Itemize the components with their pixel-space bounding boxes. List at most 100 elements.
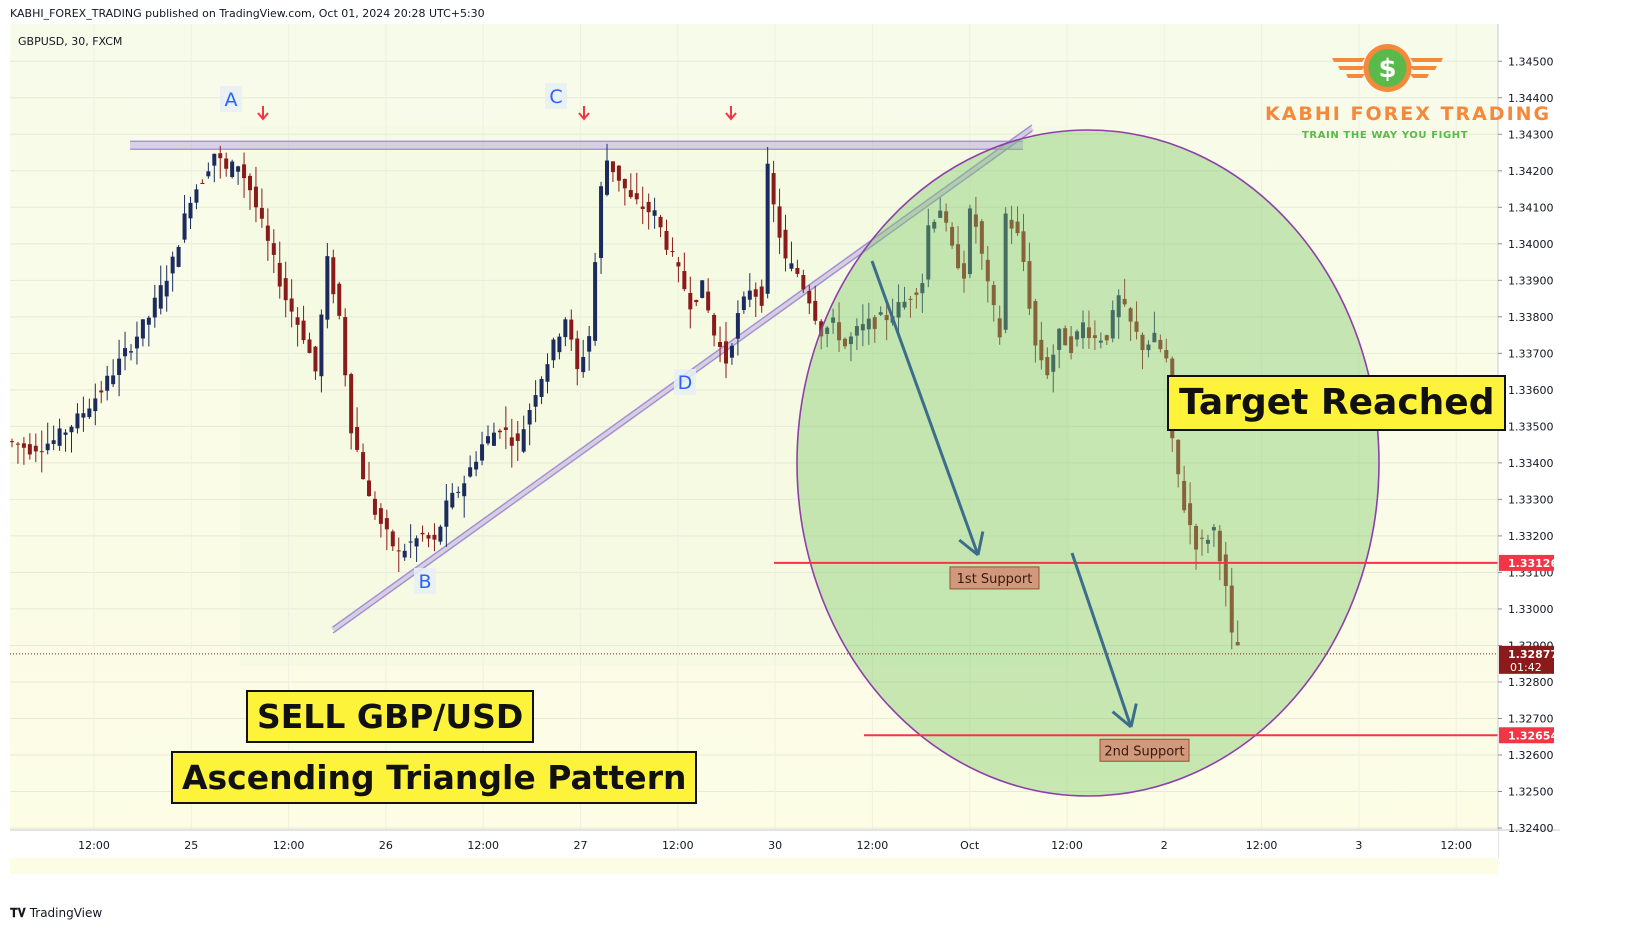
candle-bear <box>640 206 645 209</box>
candle-bull <box>81 413 86 418</box>
arrow-to-support-1 <box>870 260 985 557</box>
candle-bull <box>87 408 92 418</box>
arrow-to-support-2-head-b <box>1129 703 1138 728</box>
candle-bear <box>396 550 401 552</box>
candle-bear <box>610 161 615 173</box>
candle-bull <box>188 202 193 219</box>
candle-bull <box>152 297 157 318</box>
candle-bear <box>349 374 354 434</box>
candle-bear <box>944 211 949 223</box>
y-tick-label: 1.33500 <box>1508 420 1554 433</box>
candle-bear <box>39 451 44 453</box>
candle-bear <box>807 290 812 304</box>
candle-bear <box>248 175 252 191</box>
price-tag-countdown: 01:42 <box>1510 661 1542 674</box>
candle-bear <box>1188 503 1193 526</box>
point-c-label-bg <box>545 83 567 109</box>
candle-bear <box>289 298 294 312</box>
candle-bear <box>783 229 788 259</box>
point-c-label: C <box>549 86 562 108</box>
arrow-to-support-2-shaft <box>1070 552 1133 728</box>
candle-bear <box>670 251 675 253</box>
support-label-2-box <box>1099 738 1190 762</box>
candle-bull <box>123 348 128 357</box>
candle-bull <box>1152 332 1157 343</box>
y-tick-label: 1.33200 <box>1508 530 1554 543</box>
candle-bull <box>164 280 169 297</box>
candle-bull <box>146 317 151 325</box>
candle-bear <box>688 292 693 310</box>
candle-bull <box>230 161 235 177</box>
candle-bull <box>1075 331 1080 340</box>
candle-bear <box>10 441 14 443</box>
y-tick-label: 1.34500 <box>1508 55 1554 68</box>
published-caption: KABHI_FOREX_TRADING published on Trading… <box>10 7 485 20</box>
candle-bear <box>1182 480 1187 511</box>
candle-bull <box>462 483 467 497</box>
x-tick-label: 12:00 <box>857 839 889 852</box>
candle-bear <box>242 164 247 179</box>
candle-bear <box>515 433 520 441</box>
candle-bull <box>896 302 901 318</box>
price-tag-support-1-text: 1.33126 <box>1508 557 1558 570</box>
candle-bull <box>480 444 485 461</box>
candle-bear <box>622 178 627 189</box>
candle-bear <box>616 165 621 181</box>
price-axis-panel <box>1498 24 1634 874</box>
candle-bear <box>343 317 348 376</box>
x-tick-label: 3 <box>1355 839 1362 852</box>
candle-bear <box>420 532 425 535</box>
candle-bull <box>468 467 473 477</box>
candle-bull <box>140 319 145 339</box>
candle-bear <box>1140 334 1145 351</box>
candle-bull <box>170 256 175 274</box>
candle-bull <box>1205 539 1210 544</box>
candle-bear <box>1217 530 1222 562</box>
candle-bear <box>384 518 389 530</box>
candle-bear <box>503 427 508 430</box>
candle-bull <box>51 440 56 444</box>
point-b-label: B <box>418 571 431 593</box>
candle-bear <box>664 230 669 250</box>
candle-bull <box>444 500 449 527</box>
candle-bull <box>1116 295 1121 318</box>
candle-bear <box>646 201 651 213</box>
candle-bull <box>926 225 931 280</box>
candle-bear <box>908 298 913 300</box>
candle-bear <box>1158 339 1163 350</box>
candle-bear <box>962 263 966 279</box>
candle-bear <box>759 286 764 306</box>
candle-bear <box>1223 554 1228 587</box>
y-tick-label: 1.34400 <box>1508 92 1554 105</box>
symbol-label: GBPUSD, 30, FXCM <box>18 35 123 48</box>
candle-bull <box>967 208 972 275</box>
candle-bull <box>700 280 705 298</box>
candle-bear <box>973 214 978 227</box>
arrow-to-support-1-shaft <box>870 260 980 556</box>
point-d-label: D <box>678 372 693 394</box>
candle-bear <box>1104 335 1109 341</box>
point-b-label-bg <box>414 568 436 594</box>
arrow-to-support-2 <box>1070 552 1138 729</box>
candle-bull <box>860 324 865 331</box>
candle-bull <box>456 491 461 493</box>
candle-bear <box>1069 336 1074 353</box>
y-tick-label: 1.32500 <box>1508 785 1554 798</box>
candle-bull <box>878 312 883 315</box>
candle-bear <box>1128 308 1133 322</box>
candle-bear <box>497 430 502 433</box>
tv-logo-icon: 𝐓𝐕 <box>10 906 26 920</box>
tradingview-logo[interactable]: 𝐓𝐕 TradingView <box>10 906 102 921</box>
candle-bull <box>93 398 98 412</box>
dollar-wings-icon: $ <box>1320 40 1455 105</box>
price-tag-support-2: 1.32654 <box>1499 727 1558 744</box>
candle-bull <box>587 336 592 352</box>
candle-bear <box>753 289 758 297</box>
candle-bear <box>21 443 26 448</box>
price-tag-last-bg <box>1499 645 1554 674</box>
y-tick-label: 1.34100 <box>1508 201 1554 214</box>
candle-bull <box>563 319 568 338</box>
x-tick-label: 2 <box>1161 839 1168 852</box>
x-tick-label: 12:00 <box>1051 839 1083 852</box>
candle-bear <box>694 299 699 303</box>
